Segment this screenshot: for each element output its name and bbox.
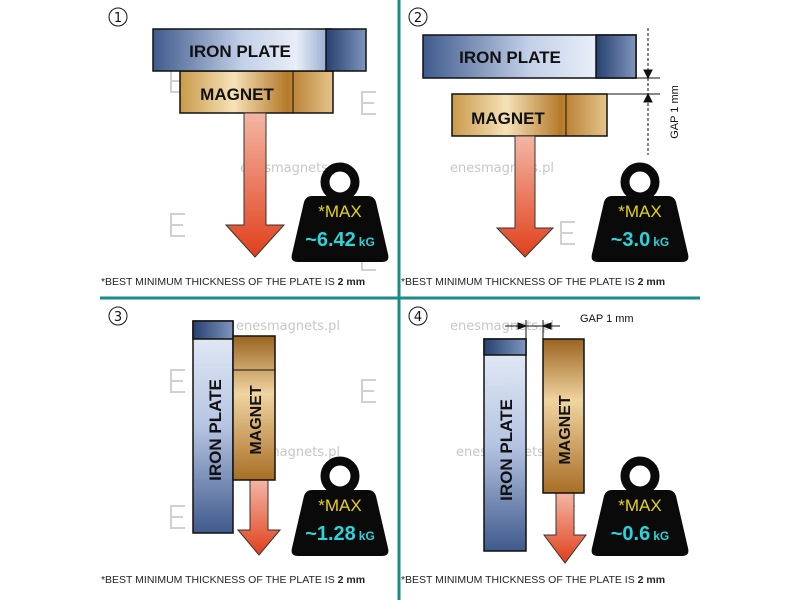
iron-plate-label: IRON PLATE: [459, 48, 561, 67]
panel-number: 2: [414, 11, 422, 26]
magnet-block: [451, 93, 608, 137]
panel-4: 4 GAP 1 mm IRON PLATE MAGNET: [408, 306, 634, 564]
max-force-value: ~0.6 kG: [611, 523, 670, 545]
footnote-3: *BEST MINIMUM THICKNESS OF THE PLATE IS …: [101, 574, 365, 586]
magnet-label: MAGNET: [248, 385, 265, 455]
panel-3: 3 IRON PLATE MAGNET: [108, 306, 282, 556]
iron-plate-label: IRON PLATE: [206, 379, 225, 481]
magnet-block: [179, 70, 334, 114]
max-force-value: ~3.0 kG: [611, 229, 670, 251]
footnote-4: *BEST MINIMUM THICKNESS OF THE PLATE IS …: [401, 574, 665, 586]
max-label: *MAX: [318, 496, 361, 515]
weight-icon: *MAX ~3.0 kG: [591, 162, 689, 262]
gap-label: GAP 1 mm: [669, 85, 681, 139]
iron-plate-label: IRON PLATE: [189, 42, 291, 61]
watermark-url: enesmagnets.pl: [450, 161, 554, 176]
iron-plate-label: IRON PLATE: [497, 399, 516, 501]
magnet-label: MAGNET: [471, 109, 545, 128]
iron-plate-block: [483, 338, 527, 552]
max-force-value: ~1.28 kG: [305, 523, 375, 545]
panel-number: 4: [414, 310, 422, 325]
footnote-1: *BEST MINIMUM THICKNESS OF THE PLATE IS …: [101, 276, 365, 288]
magnet-block: [232, 335, 276, 481]
force-arrow-icon: [224, 112, 286, 258]
max-force-value: ~6.42 kG: [305, 229, 375, 251]
force-arrow-icon: [495, 135, 555, 258]
watermark-url: enesmagnets.pl: [450, 319, 554, 334]
panel-number: 1: [114, 11, 122, 26]
magnet-label: MAGNET: [200, 85, 274, 104]
weight-icon: *MAX ~1.28 kG: [291, 456, 389, 556]
panel-2: 2 IRON PLATE MAGNET GAP 1 mm: [408, 7, 681, 258]
max-label: *MAX: [618, 496, 661, 515]
weight-icon: *MAX ~0.6 kG: [591, 456, 689, 556]
force-arrow-icon: [236, 479, 282, 556]
gap-label: GAP 1 mm: [580, 313, 634, 325]
footnote-2: *BEST MINIMUM THICKNESS OF THE PLATE IS …: [401, 276, 665, 288]
panel-number: 3: [114, 310, 122, 325]
panel-number-badge: [108, 7, 128, 27]
magnet-block: [542, 338, 585, 494]
panel-1: 1 MAGNET IRON PLATE: [108, 7, 367, 258]
iron-plate-block: [152, 28, 333, 72]
gap-dimension: [607, 28, 660, 155]
weight-icon: *MAX ~6.42 kG: [291, 162, 389, 262]
watermark-url: enesmagnets.pl: [236, 319, 340, 334]
max-label: *MAX: [318, 202, 361, 221]
iron-plate-block: [192, 320, 234, 534]
max-label: *MAX: [618, 202, 661, 221]
force-arrow-icon: [543, 492, 587, 564]
magnet-label: MAGNET: [557, 395, 574, 465]
